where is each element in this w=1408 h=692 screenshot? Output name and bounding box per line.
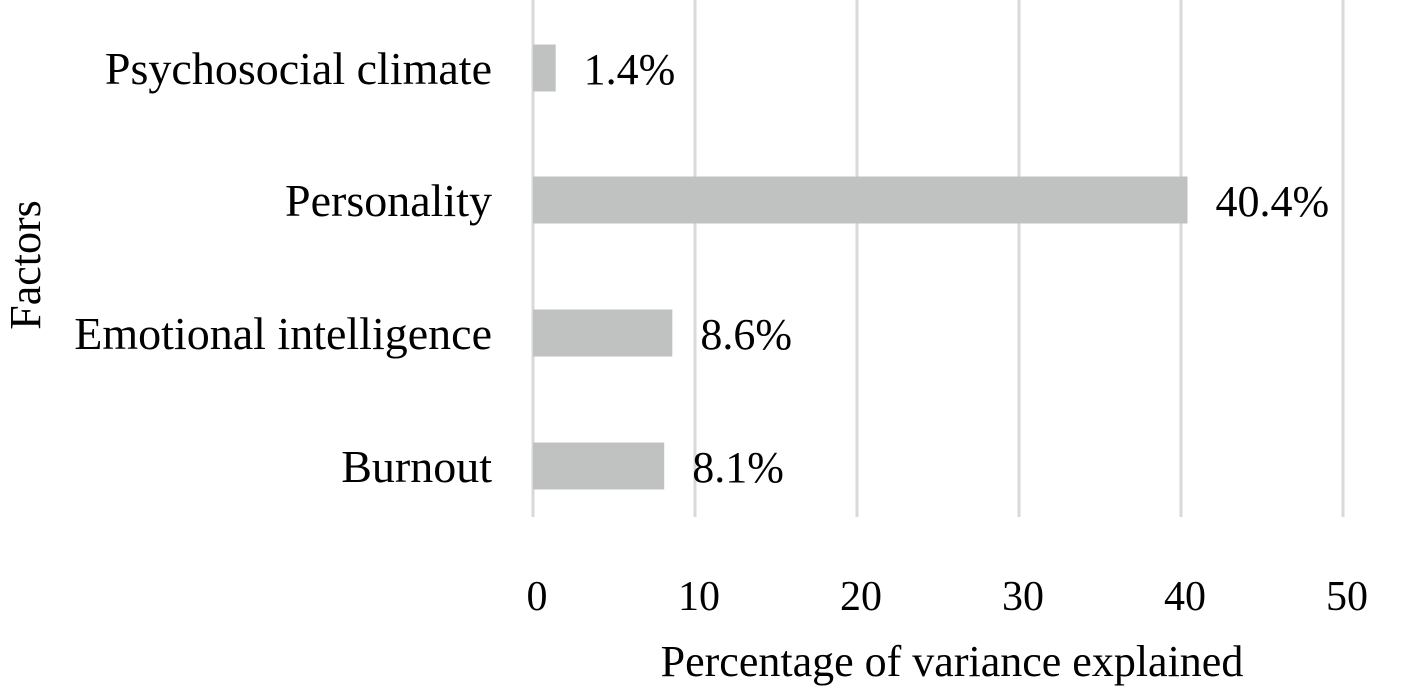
category-label: Personality — [285, 175, 492, 226]
x-tick-label: 50 — [1326, 574, 1368, 620]
gridlines — [531, 0, 1345, 517]
data-label: 8.1% — [692, 443, 784, 492]
category-label: Psychosocial climate — [105, 43, 492, 94]
labels: 0 10 20 30 40 50 Psychosocial climate 1.4% Perso… — [74, 43, 1368, 620]
category-label: Emotional intelligence — [74, 308, 492, 359]
data-label: 40.4% — [1215, 177, 1329, 226]
bar — [533, 176, 1188, 224]
x-tick-label: 30 — [1002, 574, 1044, 620]
y-axis-title: Factors — [1, 200, 50, 330]
bar — [533, 442, 665, 490]
bar — [533, 309, 673, 357]
x-tick-label: 0 — [527, 574, 548, 620]
x-tick-label: 20 — [840, 574, 882, 620]
bar — [533, 44, 556, 92]
data-label: 8.6% — [700, 310, 792, 359]
x-tick-label: 40 — [1164, 574, 1206, 620]
x-tick-label: 10 — [678, 574, 720, 620]
category-label: Burnout — [341, 441, 492, 492]
data-label: 1.4% — [584, 45, 676, 94]
x-axis-title: Percentage of variance explained — [661, 637, 1244, 686]
bars — [533, 44, 1188, 490]
